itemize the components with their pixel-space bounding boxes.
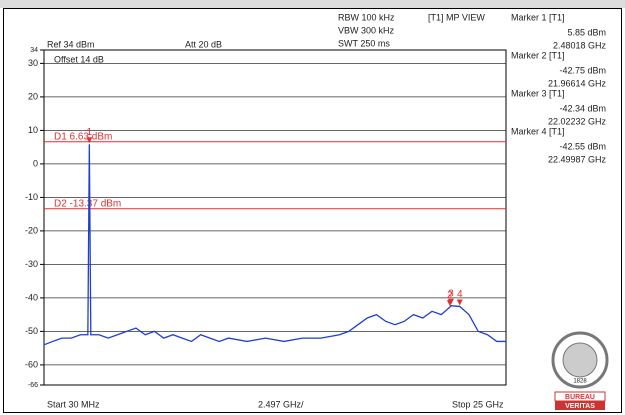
marker-level: -42.75 dBm [559, 65, 606, 75]
vbw: VBW 300 kHz [338, 25, 395, 35]
marker-freq: 21.96614 GHz [548, 78, 607, 88]
x-start: Start 30 MHz [47, 399, 100, 409]
logo-bottom: VERITAS [565, 403, 595, 410]
frame [3, 8, 622, 413]
y-tick-label: 34 [30, 47, 38, 54]
trace [43, 144, 506, 346]
y-tick-label: 20 [28, 91, 38, 101]
marker-level: -42.55 dBm [559, 141, 606, 151]
display-line-label: D2 -13.37 dBm [54, 198, 121, 209]
ref-level: Ref 34 dBm [47, 39, 95, 49]
attenuation: Att 20 dB [185, 39, 222, 49]
marker-title: Marker 2 [T1] [511, 50, 565, 60]
marker-number: 3 [448, 288, 454, 299]
logo: 1828 BUREAU VERITAS [551, 331, 609, 410]
logo-seal [551, 331, 609, 389]
marker-number: 4 [457, 289, 463, 300]
plot-area [43, 49, 507, 386]
y-tick-label: -66 [28, 382, 38, 389]
logo-top: BUREAU [565, 394, 595, 401]
y-tick-label: -50 [25, 326, 38, 336]
x-division: 2.497 GHz/ [258, 399, 304, 409]
marker-freq: 2.48018 GHz [553, 40, 607, 50]
logo-band-bottom [555, 401, 605, 410]
marker-number: 2 [447, 290, 453, 301]
sweep-time: SWT 250 ms [338, 38, 390, 48]
marker-level: 5.85 dBm [567, 27, 606, 37]
y-tick-label: -10 [25, 192, 38, 202]
marker-title: Marker 1 [T1] [511, 12, 565, 22]
y-tick-label: -30 [25, 259, 38, 269]
y-tick-label: -60 [25, 359, 38, 369]
marker [86, 137, 93, 144]
logo-year: 1828 [573, 379, 587, 385]
y-tick-label: 30 [28, 58, 38, 68]
top-strip [0, 0, 625, 8]
marker-freq: 22.02232 GHz [548, 116, 607, 126]
y-tick-label: 10 [28, 125, 38, 135]
logo-center [562, 342, 598, 378]
marker-level: -42.34 dBm [559, 103, 606, 113]
marker [447, 298, 454, 305]
offset: Offset 14 dB [54, 54, 104, 64]
marker [456, 299, 463, 306]
marker-title: Marker 3 [T1] [511, 88, 565, 98]
view-mode: [T1] MP VIEW [428, 12, 485, 22]
marker-freq: 22.49987 GHz [548, 154, 607, 164]
x-stop: Stop 25 GHz [452, 399, 504, 409]
y-tick-label: -40 [25, 292, 38, 302]
display-line-label: D1 6.63 dBm [54, 131, 112, 142]
marker-title: Marker 4 [T1] [511, 126, 565, 136]
y-tick-label: 0 [33, 158, 38, 168]
rbw: RBW 100 kHz [338, 12, 395, 22]
y-tick-label: -20 [25, 225, 38, 235]
marker-number: 1 [87, 127, 93, 138]
